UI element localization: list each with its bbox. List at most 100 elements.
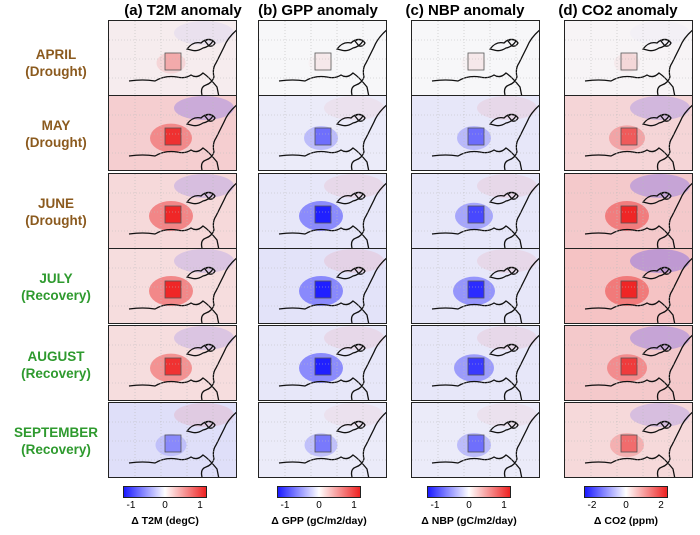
anomaly-core <box>315 53 331 70</box>
coastline-outline <box>278 182 386 248</box>
map-panel-nbp-june <box>411 173 540 249</box>
anomaly-core <box>621 435 637 452</box>
anomaly-core <box>165 358 181 375</box>
study-region-box <box>314 357 332 376</box>
map-panel-gpp-september <box>258 402 387 478</box>
map-panel-nbp-april <box>411 20 540 96</box>
coastline-outline <box>584 182 692 248</box>
study-region-box <box>620 280 638 299</box>
row-label-april: APRIL (Drought) <box>0 46 112 80</box>
anomaly-core <box>315 281 331 298</box>
anomaly-core <box>165 53 181 70</box>
anomaly-halo <box>610 433 644 457</box>
anomaly-patch <box>630 21 690 45</box>
map-panel-nbp-july <box>411 248 540 324</box>
column-title-t2m: (a) T2M anomaly <box>124 2 242 19</box>
anomaly-patch <box>174 96 234 120</box>
anomaly-field <box>109 21 236 95</box>
map-panel-t2m-may <box>108 95 237 171</box>
map-panel-t2m-june <box>108 173 237 249</box>
map-panel-gpp-july <box>258 248 387 324</box>
phase-label: (Recovery) <box>21 288 91 303</box>
study-region-box <box>620 127 638 146</box>
colorbar-gradient <box>123 486 207 498</box>
anomaly-patch <box>477 326 537 350</box>
coastline-outline <box>128 411 236 477</box>
coastline-outline <box>128 182 236 248</box>
anomaly-patch <box>630 249 690 273</box>
anomaly-patch <box>477 249 537 273</box>
anomaly-core <box>315 206 331 223</box>
colorbar-label: Δ T2M (degC) <box>131 515 199 527</box>
month-label: MAY <box>41 118 71 133</box>
map-panel-nbp-may <box>411 95 540 171</box>
study-region-box <box>164 357 182 376</box>
map-panel-nbp-september <box>411 402 540 478</box>
anomaly-patch <box>174 21 234 45</box>
colorbar-label: Δ CO2 (ppm) <box>593 515 659 527</box>
anomaly-patch <box>630 174 690 198</box>
study-region-box <box>620 357 638 376</box>
anomaly-core <box>165 128 181 145</box>
coastline-outline <box>431 411 539 477</box>
map-panel-nbp-august <box>411 325 540 401</box>
anomaly-patch <box>630 403 690 427</box>
study-region-box <box>620 205 638 224</box>
colorbar-gradient <box>584 486 668 498</box>
coastline-outline <box>431 104 539 170</box>
row-label-july: JULY (Recovery) <box>0 270 112 304</box>
colorbar-tick: 0 <box>623 500 629 511</box>
map-panel-t2m-july <box>108 248 237 324</box>
anomaly-patch <box>477 21 537 45</box>
colorbar-tick: 0 <box>162 500 168 511</box>
anomaly-patch <box>477 96 537 120</box>
study-region-box <box>467 280 485 299</box>
map-panel-gpp-may <box>258 95 387 171</box>
study-region-box <box>164 434 182 453</box>
anomaly-patch <box>174 326 234 350</box>
anomaly-patch <box>324 403 384 427</box>
map-panel-co2-august <box>564 325 693 401</box>
colorbar-tick: 1 <box>351 500 357 511</box>
anomaly-field <box>109 403 236 477</box>
phase-label: (Drought) <box>25 213 87 228</box>
coastline-outline <box>278 334 386 400</box>
phase-label: (Recovery) <box>21 366 91 381</box>
coastline-outline <box>431 182 539 248</box>
map-panel-co2-july <box>564 248 693 324</box>
anomaly-field <box>259 96 386 170</box>
colorbar-tick: 0 <box>466 500 472 511</box>
anomaly-halo <box>457 433 491 457</box>
phase-label: (Recovery) <box>21 442 91 457</box>
coastline-outline <box>584 257 692 323</box>
coastline-outline <box>278 257 386 323</box>
coastline-outline <box>584 104 692 170</box>
anomaly-field <box>412 96 539 170</box>
anomaly-patch <box>477 403 537 427</box>
anomaly-core <box>621 358 637 375</box>
anomaly-core <box>468 358 484 375</box>
map-panel-t2m-september <box>108 402 237 478</box>
row-label-may: MAY (Drought) <box>0 117 112 151</box>
colorbar-gradient <box>427 486 511 498</box>
column-title-gpp: (b) GPP anomaly <box>258 2 378 19</box>
study-region-box <box>467 127 485 146</box>
anomaly-core <box>621 128 637 145</box>
month-label: JUNE <box>37 196 74 211</box>
row-label-september: SEPTEMBER (Recovery) <box>0 424 112 458</box>
coastline-outline <box>278 104 386 170</box>
anomaly-halo <box>304 126 338 150</box>
anomaly-core <box>468 128 484 145</box>
row-label-june: JUNE (Drought) <box>0 195 112 229</box>
map-panel-gpp-april <box>258 20 387 96</box>
coastline-outline <box>584 29 692 95</box>
map-panel-co2-april <box>564 20 693 96</box>
coastline-outline <box>128 334 236 400</box>
study-region-box <box>314 127 332 146</box>
study-region-box <box>164 280 182 299</box>
anomaly-patch <box>324 21 384 45</box>
anomaly-core <box>468 281 484 298</box>
study-region-box <box>314 205 332 224</box>
study-region-box <box>314 52 332 71</box>
column-title-co2: (d) CO2 anomaly <box>558 2 678 19</box>
